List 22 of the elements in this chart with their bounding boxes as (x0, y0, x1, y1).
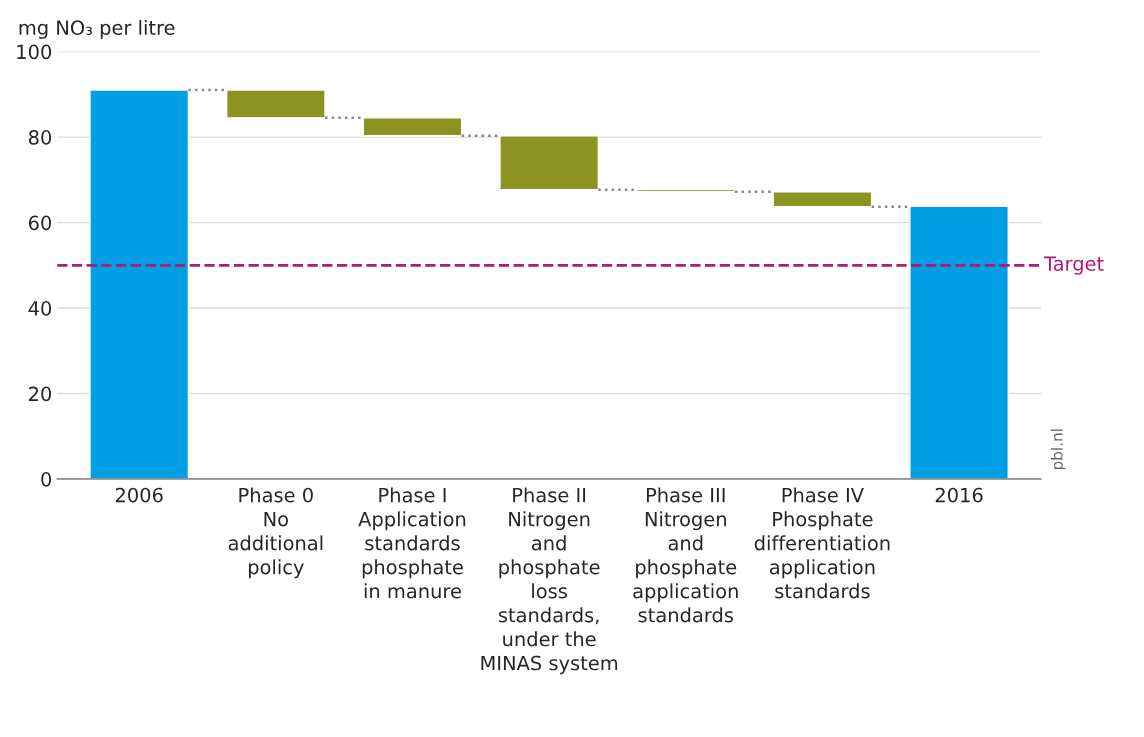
y-tick-label: 0 (41, 472, 52, 487)
bar (909, 205, 1009, 480)
y-axis-title: mg NO₃ per litre (19, 19, 175, 39)
bar (362, 117, 463, 137)
x-tick-label: Phase IV Phosphate differentiation application standards (754, 487, 890, 599)
y-tick-label: 100 (17, 44, 52, 60)
bar (772, 191, 873, 208)
ref-line-label: Target (1043, 256, 1104, 275)
bar (225, 89, 326, 119)
y-tick-label: 40 (28, 301, 52, 316)
x-tick-label: Phase III Nitrogen and phosphate application standards (633, 487, 738, 623)
y-tick-label: 20 (29, 386, 52, 402)
y-tick-label: 80 (28, 130, 52, 145)
x-tick-label: Phase 0 No additional policy (228, 487, 323, 579)
text: pbl.nl (1050, 429, 1066, 470)
x-tick-label: Phase I Application standards phosphate in manure (358, 487, 466, 599)
x-tick-label: 2006 (115, 487, 163, 503)
x-tick-label: Phase II Nitrogen and phosphate loss standards, under the MINAS system (481, 487, 618, 675)
y-tick-label: 60 (28, 215, 52, 231)
x-tick-label: 2016 (935, 487, 983, 503)
bar (499, 135, 600, 191)
bar (89, 89, 190, 480)
